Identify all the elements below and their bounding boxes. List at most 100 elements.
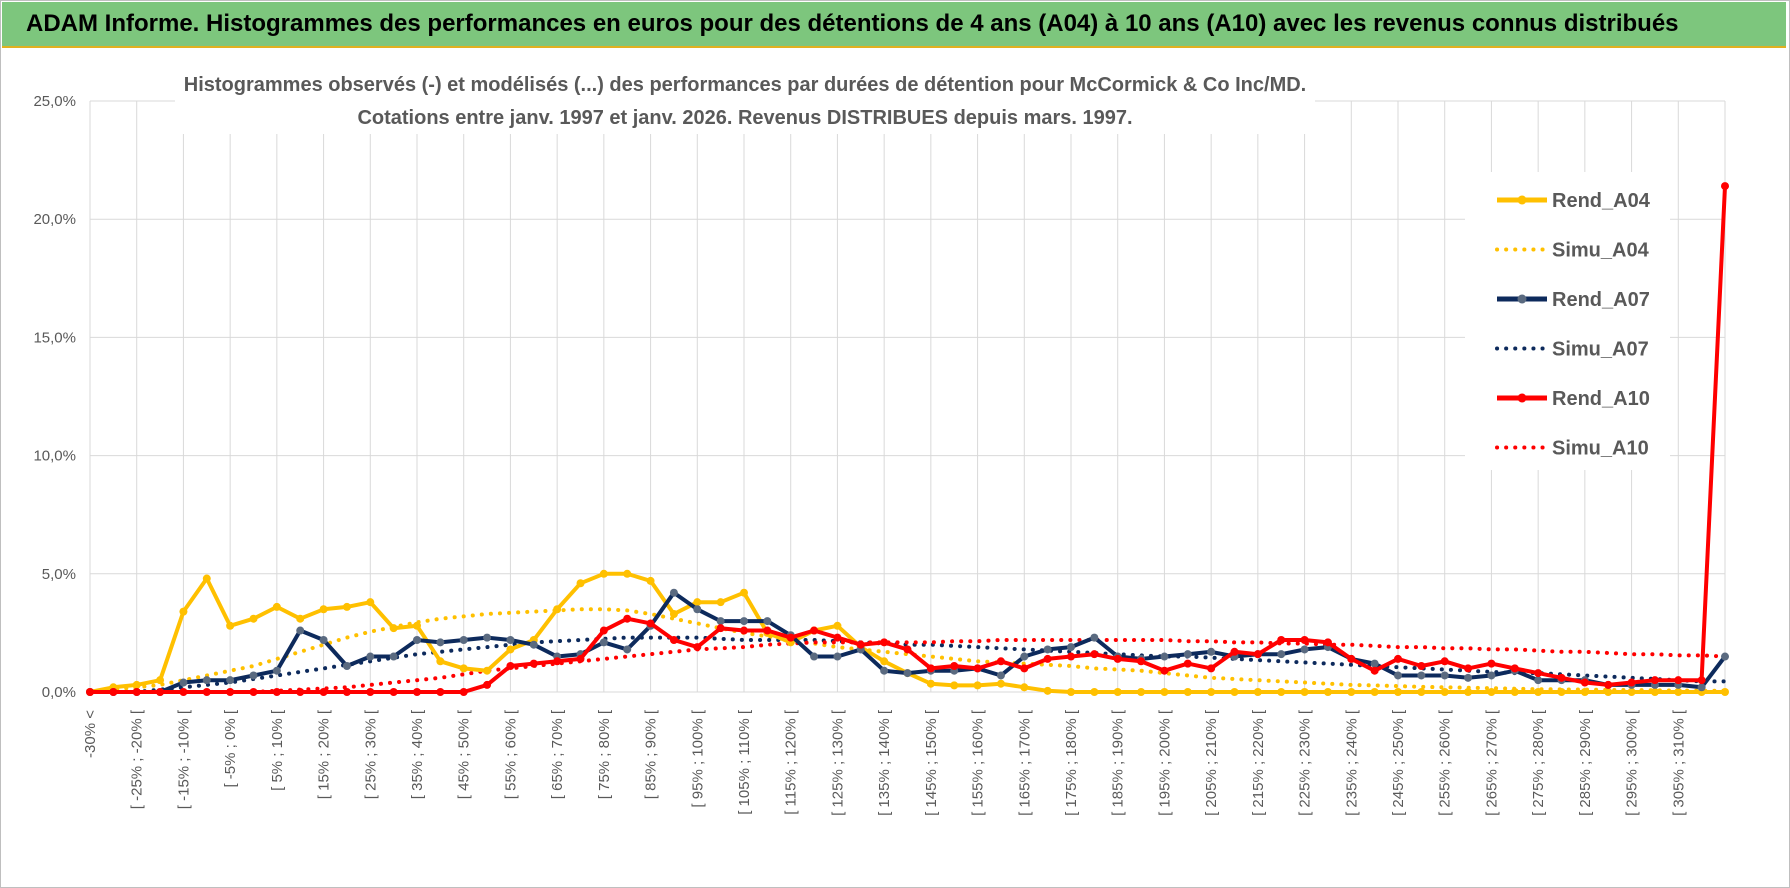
data-point-Rend_A07 (202, 676, 211, 685)
data-point-Rend_A04 (623, 569, 632, 578)
data-point-Rend_A10 (1207, 664, 1216, 673)
data-point-Rend_A07 (1207, 647, 1216, 656)
chart-title: Histogrammes observés (-) et modélisés (… (184, 74, 1307, 96)
x-tick-label: [ 5% ; 10% [ (269, 709, 286, 791)
data-point-Rend_A07 (529, 640, 538, 649)
y-tick-label: 25,0% (33, 93, 76, 110)
data-point-Rend_A04 (413, 621, 421, 630)
data-point-Rend_A07 (296, 626, 305, 635)
legend-background (1465, 172, 1670, 470)
data-point-Rend_A10 (1580, 678, 1589, 687)
x-tick-label: [ 195% ; 200% [ (1156, 709, 1173, 816)
data-point-Rend_A07 (1464, 673, 1473, 682)
data-point-Rend_A04 (1183, 688, 1192, 696)
x-tick-label: [ 235% ; 240% [ (1343, 709, 1360, 816)
data-point-Rend_A04 (1160, 688, 1169, 696)
data-point-Rend_A04 (1207, 688, 1216, 696)
series-line-Simu_A07 (88, 635, 1727, 694)
x-tick-label: [ 85% ; 90% [ (643, 709, 660, 799)
data-point-Rend_A07 (249, 671, 258, 680)
data-point-Rend_A04 (272, 602, 281, 611)
data-point-Rend_A07 (342, 661, 351, 670)
data-point-Rend_A10 (1534, 669, 1543, 678)
data-point-Rend_A10 (86, 688, 94, 696)
title-background (175, 68, 1315, 134)
data-point-Rend_A07 (623, 645, 632, 654)
data-point-Rend_A04 (1230, 688, 1239, 696)
data-point-Rend_A07 (1277, 650, 1286, 659)
data-point-Rend_A04 (1020, 683, 1029, 692)
data-point-Rend_A04 (1137, 688, 1146, 696)
x-tick-label: [ 145% ; 150% [ (923, 709, 940, 816)
data-point-Rend_A04 (553, 605, 562, 614)
x-tick-label: [ 215% ; 220% [ (1250, 709, 1267, 816)
data-point-Rend_A04 (366, 598, 375, 607)
x-tick-label: [ 205% ; 210% [ (1203, 709, 1220, 816)
data-point-Rend_A10 (1160, 666, 1169, 675)
legend-label: Simu_A04 (1552, 240, 1650, 262)
data-point-Rend_A10 (1440, 657, 1449, 666)
banner-title: ADAM Informe. Histogrammes des performan… (26, 10, 1679, 37)
legend-label: Simu_A07 (1552, 339, 1649, 361)
legend-label: Rend_A07 (1552, 289, 1650, 311)
data-point-Rend_A10 (1721, 182, 1729, 191)
x-axis: -30% < [ -25% ; -20% [[ -15% ; -10% [[ -5… (82, 709, 1687, 816)
data-point-Rend_A04 (202, 574, 211, 583)
data-point-Rend_A07 (1487, 671, 1496, 680)
data-point-Rend_A10 (1090, 650, 1099, 659)
data-point-Rend_A10 (459, 688, 468, 696)
data-point-Rend_A07 (599, 638, 608, 647)
data-point-Rend_A10 (1277, 635, 1286, 644)
series-line-Simu_A10 (88, 638, 1727, 694)
data-point-Rend_A07 (1160, 652, 1169, 661)
data-point-Rend_A04 (389, 624, 398, 633)
data-point-Rend_A10 (856, 640, 865, 649)
data-point-Rend_A10 (763, 626, 772, 635)
data-point-Rend_A10 (576, 654, 585, 663)
data-point-Rend_A10 (1697, 676, 1706, 685)
x-tick-label: -30% < (82, 710, 99, 758)
x-tick-label: [ 135% ; 140% [ (876, 709, 893, 816)
x-tick-label: [ 305% ; 310% [ (1670, 709, 1687, 816)
data-point-Rend_A10 (202, 688, 211, 696)
data-point-Rend_A07 (459, 635, 468, 644)
data-point-Rend_A07 (319, 635, 328, 644)
legend-label: Simu_A10 (1552, 438, 1649, 460)
y-tick-label: 5,0% (42, 566, 76, 583)
data-point-Rend_A07 (1394, 671, 1402, 680)
x-tick-label: [ 265% ; 270% [ (1483, 709, 1500, 816)
legend: Rend_A04 Simu_A04 Rend_A07 Simu_A07 Rend_A10… (1465, 172, 1670, 470)
data-point-Rend_A07 (669, 588, 678, 597)
data-point-Rend_A10 (319, 688, 328, 696)
data-point-Rend_A04 (599, 569, 608, 578)
x-tick-label: [ 95% ; 100% [ (689, 709, 706, 807)
data-point-Rend_A07 (366, 652, 375, 661)
x-tick-label: [ 75% ; 80% [ (596, 709, 613, 799)
data-point-Rend_A04 (1721, 688, 1729, 696)
data-point-Rend_A04 (1440, 688, 1449, 696)
data-point-Rend_A10 (1464, 664, 1473, 673)
data-point-Rend_A04 (973, 681, 982, 690)
data-point-Rend_A10 (1487, 659, 1496, 668)
data-point-Rend_A07 (389, 652, 398, 661)
data-point-Rend_A04 (1394, 688, 1402, 696)
y-tick-label: 0,0% (42, 684, 76, 701)
data-point-Rend_A10 (272, 688, 281, 696)
x-tick-label: [ 15% ; 20% [ (316, 709, 333, 799)
data-point-Rend_A07 (1534, 676, 1543, 685)
data-point-Rend_A04 (1627, 688, 1636, 696)
series-layer (86, 182, 1729, 696)
data-point-Rend_A07 (179, 678, 188, 687)
data-point-Rend_A10 (1627, 678, 1636, 687)
data-point-Rend_A10 (109, 688, 118, 696)
x-tick-label: [ 225% ; 230% [ (1297, 709, 1314, 816)
data-point-Rend_A04 (693, 598, 702, 607)
data-point-Rend_A10 (599, 626, 608, 635)
data-point-Rend_A04 (740, 588, 748, 597)
data-point-Rend_A04 (1580, 688, 1589, 696)
data-point-Rend_A04 (716, 598, 725, 607)
x-tick-label: [ 55% ; 60% [ (502, 709, 519, 799)
data-point-Rend_A07 (1300, 645, 1309, 654)
data-point-Rend_A07 (1370, 659, 1379, 668)
